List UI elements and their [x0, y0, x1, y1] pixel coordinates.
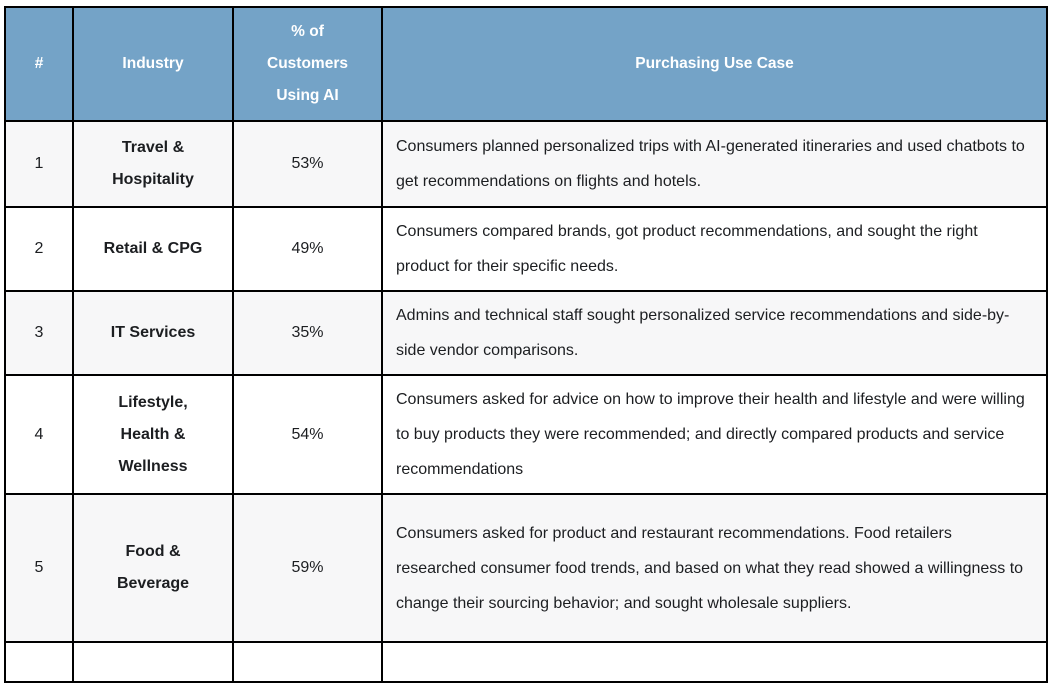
industry-ai-table-container: # Industry % of Customers Using AI Purch…: [4, 6, 1048, 683]
industry-name: IT Services: [72, 290, 234, 376]
row-number: 1: [4, 120, 74, 208]
pct-customers-using-ai: 59%: [232, 493, 383, 643]
industry-name: [72, 641, 234, 683]
table-row: 5 Food & Beverage 59% Consumers asked fo…: [4, 493, 1048, 643]
row-number: 5: [4, 493, 74, 643]
row-number: 4: [4, 374, 74, 495]
column-header-pct-customers-using-ai: % of Customers Using AI: [232, 6, 383, 122]
industry-name: Lifestyle, Health & Wellness: [72, 374, 234, 495]
table-row-clipped: [4, 641, 1048, 683]
row-number: [4, 641, 74, 683]
purchasing-use-case: [381, 641, 1048, 683]
purchasing-use-case: Consumers asked for product and restaura…: [381, 493, 1048, 643]
purchasing-use-case: Consumers compared brands, got product r…: [381, 206, 1048, 292]
column-header-purchasing-use-case: Purchasing Use Case: [381, 6, 1048, 122]
purchasing-use-case: Consumers planned personalized trips wit…: [381, 120, 1048, 208]
row-number: 3: [4, 290, 74, 376]
pct-customers-using-ai: 49%: [232, 206, 383, 292]
table-body: 1 Travel & Hospitality 53% Consumers pla…: [4, 120, 1048, 683]
table-row: 3 IT Services 35% Admins and technical s…: [4, 290, 1048, 376]
row-number: 2: [4, 206, 74, 292]
pct-customers-using-ai: [232, 641, 383, 683]
purchasing-use-case: Admins and technical staff sought person…: [381, 290, 1048, 376]
industry-name: Travel & Hospitality: [72, 120, 234, 208]
table-row: 4 Lifestyle, Health & Wellness 54% Consu…: [4, 374, 1048, 495]
column-header-industry: Industry: [72, 6, 234, 122]
column-header-number: #: [4, 6, 74, 122]
pct-customers-using-ai: 54%: [232, 374, 383, 495]
table-row: 2 Retail & CPG 49% Consumers compared br…: [4, 206, 1048, 292]
industry-name: Retail & CPG: [72, 206, 234, 292]
header-row: # Industry % of Customers Using AI Purch…: [4, 6, 1048, 122]
industry-name: Food & Beverage: [72, 493, 234, 643]
table-header: # Industry % of Customers Using AI Purch…: [4, 6, 1048, 122]
table-row: 1 Travel & Hospitality 53% Consumers pla…: [4, 120, 1048, 208]
pct-customers-using-ai: 53%: [232, 120, 383, 208]
industry-ai-usage-table: # Industry % of Customers Using AI Purch…: [4, 6, 1048, 683]
purchasing-use-case: Consumers asked for advice on how to imp…: [381, 374, 1048, 495]
pct-customers-using-ai: 35%: [232, 290, 383, 376]
